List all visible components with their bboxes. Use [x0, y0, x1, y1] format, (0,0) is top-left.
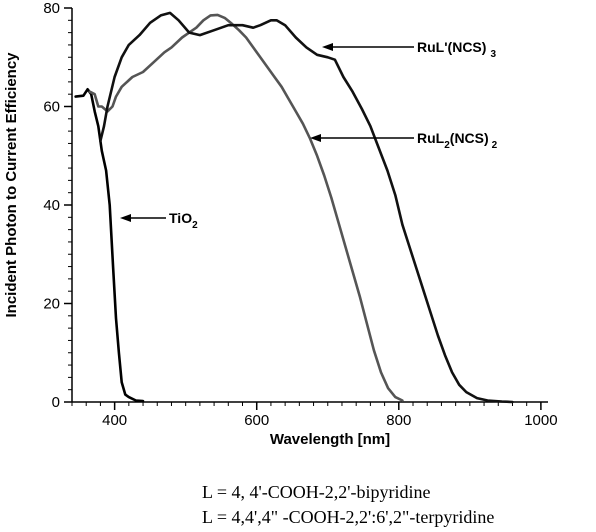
ipce-chart: 400 600 800 1000 0 20 40 60 80 Wavelength [nm] Inc…	[3, 0, 558, 448]
rul2-label-sub1: 2	[444, 140, 450, 151]
tio2-label-sub: 2	[192, 220, 198, 231]
rul2-ncs2-line	[88, 13, 404, 402]
y-axis-title: Incident Photon to Current Efficiency	[3, 52, 20, 318]
x-tick-label: 600	[244, 412, 269, 429]
rul-ncs3-label: RuL'(NCS) 3	[417, 39, 496, 60]
arrow-head	[120, 214, 131, 222]
y-tick-label: 20	[43, 296, 60, 313]
y-tick-label: 0	[52, 394, 60, 411]
rul-ncs3-label-main: RuL'(NCS)	[417, 39, 486, 55]
series-layer	[74, 11, 514, 404]
x-tick-label: 1000	[524, 412, 557, 429]
rul-ncs3-label-sub: 3	[490, 49, 496, 60]
x-tick-label: 800	[386, 412, 411, 429]
caption-bipyridine: L = 4, 4'-COOH-2,2'-bipyridine	[202, 482, 431, 502]
x-axis-title: Wavelength [nm]	[270, 431, 390, 448]
rul2-ncs2-label: RuL2(NCS) 2	[417, 130, 498, 151]
caption-terpyridine: L = 4,4',4" -COOH-2,2':6',2"-terpyridine	[202, 507, 495, 527]
arrow-head	[322, 43, 333, 51]
tio2-arrow	[120, 214, 166, 222]
tio2-label-main: TiO	[169, 210, 192, 226]
arrow-head	[310, 134, 321, 142]
x-tick-label: 400	[102, 412, 127, 429]
tio2-label: TiO2	[169, 210, 198, 231]
tio2-line	[74, 88, 145, 403]
y-tick-label: 80	[43, 0, 60, 17]
rul2-label-main: RuL	[417, 130, 445, 146]
axes: 400 600 800 1000 0 20 40 60 80 Wavelength [nm] Inc…	[3, 0, 558, 448]
rul-ncs3-arrow	[322, 43, 414, 51]
rul-prime-ncs3-line	[99, 11, 514, 404]
rul2-label-sub2: 2	[492, 140, 498, 151]
y-tick-label: 40	[43, 197, 60, 214]
rul2-ncs2-arrow	[310, 134, 414, 142]
rul2-label-mid: (NCS)	[450, 130, 489, 146]
y-tick-label: 60	[43, 99, 60, 116]
